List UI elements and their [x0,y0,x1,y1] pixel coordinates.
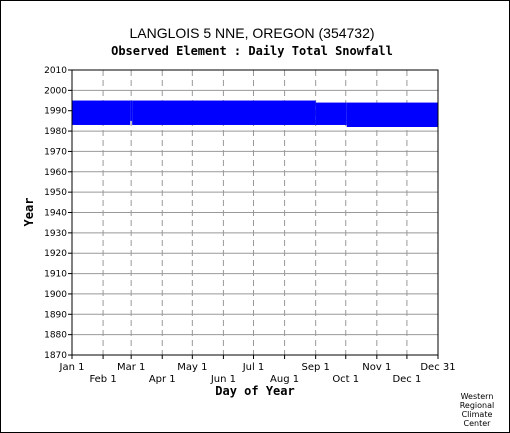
y-tick-label: 1990 [44,107,67,117]
x-tick-label: Jul 1 [242,362,265,373]
x-tick-labels: Jan 1 Mar 1 May 1 Jul 1 Sep 1 Nov 1 Dec 31 Feb … [59,355,456,385]
coverage-bars [72,100,438,127]
credit-line: Regional [460,401,495,410]
y-tick-label: 1900 [44,290,67,300]
x-tick-label: Jan 1 [59,362,85,373]
y-tick-label: 1870 [44,351,67,361]
coverage-bar [346,102,438,127]
y-tick-label: 1950 [44,188,67,198]
y-tick-label: 1880 [44,331,67,341]
coverage-bar [315,102,347,125]
x-tick-label: Sep 1 [301,362,329,373]
x-tick-label: Aug 1 [270,374,299,385]
x-tick-label: Jun 1 [210,374,236,385]
coverage-bar [72,100,131,125]
credit-block: Western Regional Climate Center [460,392,495,428]
y-axis-label: Year [22,198,36,227]
y-tick-label: 1920 [44,249,67,259]
y-tick-labels: 1870 1880 1890 1900 1910 1920 1930 1940 1950 1960… [44,66,72,361]
chart-title: LANGLOIS 5 NNE, OREGON (354732) [129,25,374,41]
y-tick-label: 1960 [44,168,67,178]
coverage-bar [130,100,133,121]
x-tick-label: Mar 1 [117,362,145,373]
x-tick-label: Dec 31 [420,362,455,373]
x-axis-label: Day of Year [215,384,294,398]
x-tick-label: Apr 1 [149,374,176,385]
x-tick-label: Oct 1 [332,374,359,385]
y-tick-label: 1940 [44,209,67,219]
x-tick-label: May 1 [177,362,207,373]
credit-line: Center [464,419,492,428]
y-tick-label: 2000 [44,86,67,96]
credit-line: Western [461,392,494,401]
x-tick-label: Dec 1 [392,374,421,385]
y-tick-label: 2010 [44,66,67,76]
y-tick-label: 1930 [44,229,67,239]
y-tick-label: 1890 [44,310,67,320]
y-tick-label: 1970 [44,147,67,157]
credit-line: Climate [462,410,493,419]
y-tick-label: 1910 [44,270,67,280]
x-tick-label: Nov 1 [362,362,391,373]
x-tick-label: Feb 1 [89,374,116,385]
y-tick-label: 1980 [44,127,67,137]
coverage-bar [132,100,316,125]
chart-subtitle: Observed Element : Daily Total Snowfall [111,44,393,58]
